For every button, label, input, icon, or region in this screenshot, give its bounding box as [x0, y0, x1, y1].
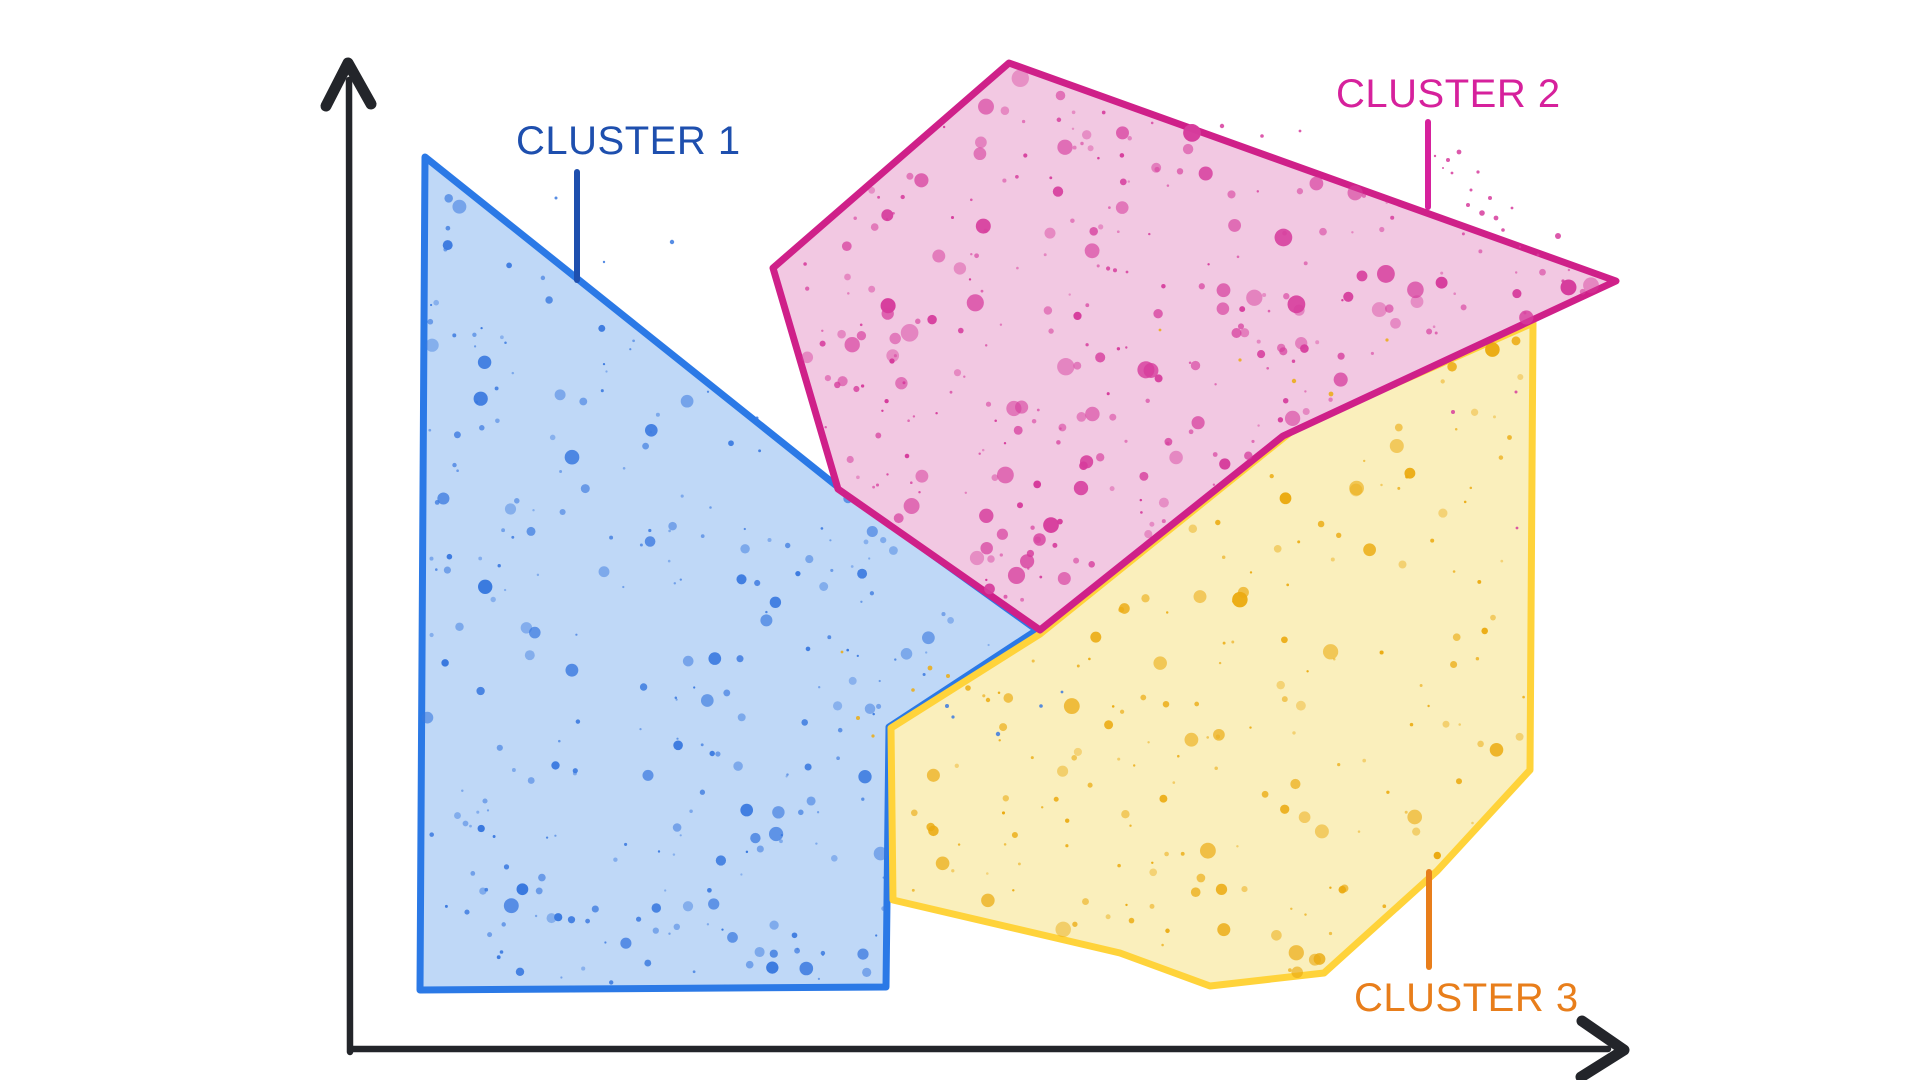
stray-dots: [554, 123, 1565, 738]
cluster-3-label: CLUSTER 3: [1354, 976, 1579, 1020]
x-axis-arrowhead: [1575, 1015, 1630, 1080]
cluster-2-dots: [801, 69, 1599, 602]
cluster-2-polygon: [769, 59, 1620, 634]
y-axis-arrowhead: [320, 57, 377, 112]
cluster-2-label: CLUSTER 2: [1336, 72, 1561, 116]
y-axis-line: [345, 76, 354, 1056]
cluster-1-label: CLUSTER 1: [516, 119, 741, 163]
cluster-3-dots: [910, 336, 1525, 979]
cluster-1-dots: [421, 194, 990, 985]
cluster-2-region: [769, 59, 1620, 634]
